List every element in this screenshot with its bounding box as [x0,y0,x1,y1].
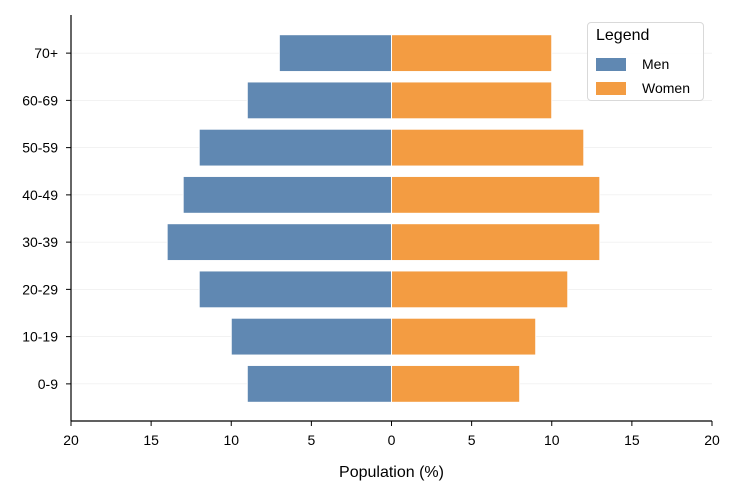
bar-men-0-9 [246,364,392,403]
legend-item-men: Men [596,55,669,73]
legend-title: Legend [596,27,650,44]
bar-women-20-29 [391,270,569,309]
bar-men-10-19 [230,317,392,356]
bar-men-30-39 [166,223,392,262]
bar-women-30-39 [391,223,601,262]
legend-label-women: Women [642,80,690,96]
bar-men-40-49 [182,175,392,214]
x-tick-label-3: 5 [307,432,315,448]
bar-men-50-59 [198,128,392,167]
bar-men-20-29 [198,270,392,309]
y-tick-label-70+: 70+ [34,45,58,61]
y-tick-label-30-39: 30-39 [22,234,58,250]
y-axis-ticks: 0-9 10-19 20-29 30-39 40-49 50-59 60-69 70+ [22,45,71,392]
y-tick-label-20-29: 20-29 [22,281,58,297]
x-tick-label-8: 20 [704,432,720,448]
bar-women-10-19 [391,317,537,356]
bar-women-40-49 [391,175,601,214]
bar-women-70+ [391,34,553,73]
legend: Legend Men Women [587,22,704,101]
y-tick-label-10-19: 10-19 [22,329,58,345]
bar-women-60-69 [391,81,553,120]
y-tick-label-60-69: 60-69 [22,92,58,108]
bar-women-50-59 [391,128,585,167]
legend-item-women: Women [596,79,690,97]
x-axis-title: Population (%) [339,464,444,481]
x-tick-label-5: 5 [468,432,476,448]
y-tick-label-0-9: 0-9 [38,376,58,392]
legend-swatch-women [596,81,626,95]
x-tick-label-1: 15 [143,432,159,448]
bar-men-60-69 [246,81,392,120]
bar-men-70+ [278,34,393,73]
bar-women-0-9 [391,364,521,403]
x-axis-ticks: 20 15 10 5 0 5 10 15 20 [63,421,720,448]
x-tick-label-4: 0 [388,432,396,448]
x-tick-label-6: 10 [544,432,560,448]
y-tick-label-50-59: 50-59 [22,140,58,156]
legend-swatch-men [596,57,626,71]
legend-label-men: Men [642,56,670,72]
y-tick-label-40-49: 40-49 [22,187,58,203]
x-tick-label-0: 20 [63,432,79,448]
x-tick-label-2: 10 [223,432,239,448]
bars [166,34,601,403]
x-tick-label-7: 15 [624,432,640,448]
